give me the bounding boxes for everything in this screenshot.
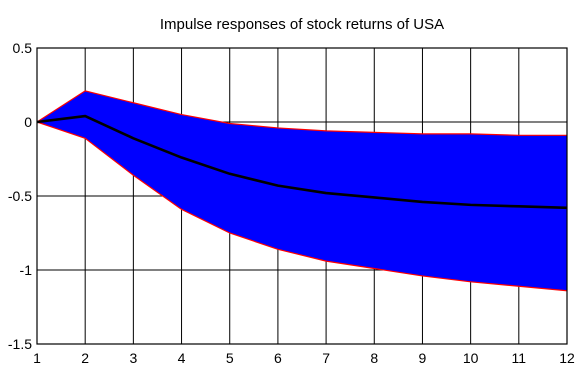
- x-tick-label: 2: [81, 350, 89, 366]
- confidence-band-area: [37, 90, 567, 291]
- upper-band-line: [36, 90, 567, 136]
- y-axis-ticks: 0.5 0 -0.5 -1 -1.5: [8, 40, 32, 352]
- x-axis-ticks: 1 2 3 4 5 6 7 8 9 10 11 12: [33, 350, 575, 366]
- lower-band-line: [36, 121, 568, 292]
- x-tick-label: 10: [463, 350, 479, 366]
- y-tick-label: -1.5: [8, 336, 32, 352]
- y-tick-label: -1: [20, 262, 33, 278]
- plot-frame: [36, 47, 568, 345]
- confidence-band: [36, 90, 568, 292]
- y-tick-label: 0.5: [13, 40, 33, 56]
- x-tick-label: 1: [33, 350, 41, 366]
- x-tick-label: 11: [512, 350, 527, 366]
- y-tick-label: -0.5: [8, 188, 32, 204]
- y-tick-label: 0: [24, 114, 32, 130]
- x-tick-label: 7: [322, 350, 330, 366]
- point-estimate-series: [36, 114, 568, 210]
- x-tick-label: 8: [370, 350, 378, 366]
- x-tick-label: 3: [129, 350, 137, 366]
- x-tick-label: 4: [178, 350, 186, 366]
- point-estimate-line: [36, 114, 568, 210]
- x-tick-label: 5: [226, 350, 234, 366]
- x-tick-label: 6: [274, 350, 282, 366]
- x-tick-label: 12: [559, 350, 575, 366]
- x-tick-label: 9: [419, 350, 427, 366]
- chart-title: Impulse responses of stock returns of US…: [160, 16, 444, 33]
